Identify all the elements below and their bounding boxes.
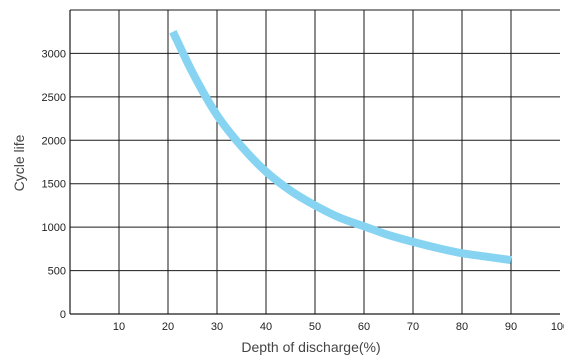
x-tick-label: 70 (407, 321, 419, 333)
y-tick-label: 1000 (42, 222, 66, 234)
x-tick-label: 80 (456, 321, 468, 333)
y-tick-label: 500 (48, 266, 66, 278)
x-tick-label: 50 (309, 321, 321, 333)
grid (70, 10, 560, 314)
x-tick-label: 10 (113, 321, 125, 333)
x-tick-label: 90 (505, 321, 517, 333)
x-tick-label: 40 (260, 321, 272, 333)
series-line (169, 29, 512, 265)
y-axis-ticks: 0 500 1000 1500 2000 2500 3000 (42, 48, 66, 321)
y-tick-label: 2500 (42, 92, 66, 104)
y-tick-label: 2000 (42, 135, 66, 147)
x-tick-label: 100 (551, 321, 564, 333)
series-layer (169, 29, 512, 265)
x-axis-label: Depth of discharge(%) (241, 339, 380, 355)
x-tick-label: 60 (358, 321, 370, 333)
y-tick-label: 0 (60, 309, 66, 321)
x-tick-label: 20 (162, 321, 174, 333)
x-axis-ticks: 10 20 30 40 50 60 70 80 90 100 (113, 321, 564, 333)
x-tick-label: 30 (211, 321, 223, 333)
plot-frame (69, 9, 560, 315)
y-tick-label: 3000 (42, 48, 66, 60)
y-axis-label: Cycle life (11, 134, 27, 191)
y-tick-label: 1500 (42, 179, 66, 191)
